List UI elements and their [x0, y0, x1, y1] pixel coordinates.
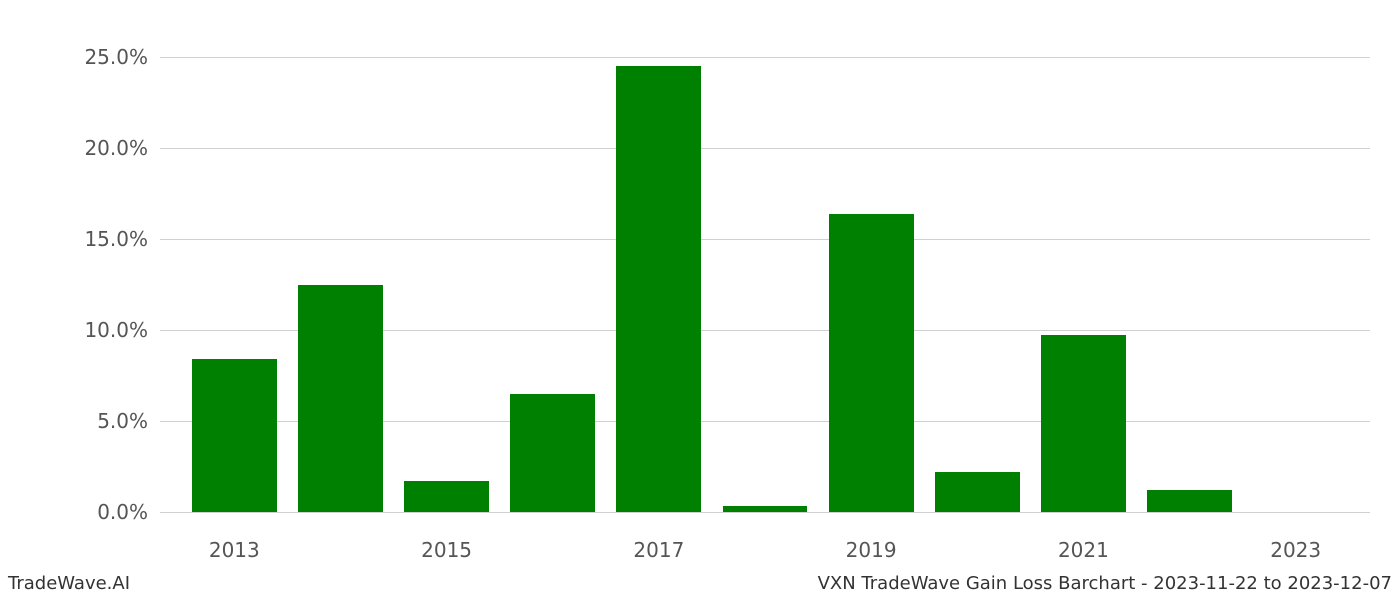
y-tick-label: 5.0% [97, 409, 148, 433]
x-tick-label: 2013 [209, 538, 260, 562]
x-tick-label: 2015 [421, 538, 472, 562]
y-tick-label: 15.0% [84, 227, 148, 251]
footer-left-text: TradeWave.AI [8, 573, 130, 594]
x-tick-label: 2017 [633, 538, 684, 562]
bar [616, 66, 701, 511]
bar [192, 359, 277, 512]
bar [404, 481, 489, 512]
bar [1147, 490, 1232, 512]
bar [935, 472, 1020, 512]
y-tick-label: 10.0% [84, 318, 148, 342]
bar [298, 285, 383, 512]
bar [1041, 335, 1126, 511]
footer-right-text: VXN TradeWave Gain Loss Barchart - 2023-… [818, 573, 1392, 594]
y-tick-label: 0.0% [97, 500, 148, 524]
bars-layer [160, 30, 1370, 530]
plot-area [160, 30, 1370, 530]
chart-container: 0.0% 5.0% 10.0% 15.0% 20.0% 25.0% 2013 2015 201… [0, 0, 1400, 600]
x-tick-label: 2023 [1270, 538, 1321, 562]
baseline [160, 512, 1370, 513]
x-tick-label: 2019 [846, 538, 897, 562]
x-tick-label: 2021 [1058, 538, 1109, 562]
bar [829, 214, 914, 512]
y-tick-label: 25.0% [84, 45, 148, 69]
bar [510, 394, 595, 512]
y-tick-label: 20.0% [84, 136, 148, 160]
